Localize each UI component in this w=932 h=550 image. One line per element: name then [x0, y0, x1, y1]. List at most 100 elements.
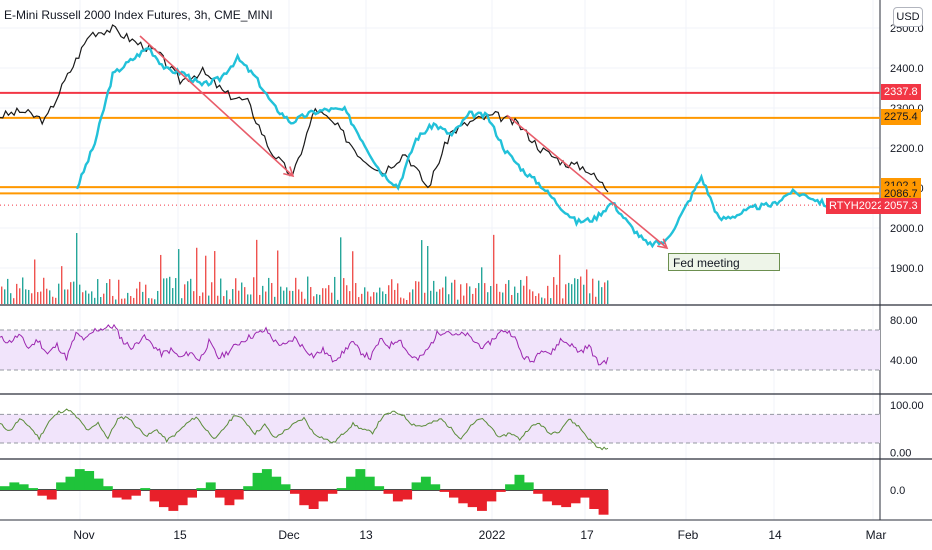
volume-bar [415, 281, 417, 304]
volume-bar [133, 297, 135, 304]
volume-bar [382, 291, 384, 304]
volume-bar [34, 259, 36, 304]
volume-bar [541, 297, 543, 304]
price-axis-tick: 2000.0 [890, 223, 924, 235]
volume-bar [478, 283, 480, 304]
volume-bar [106, 283, 108, 304]
volume-bar [322, 288, 324, 304]
volume-bar [313, 296, 315, 304]
volume-bar [226, 290, 228, 304]
volume-bar [205, 255, 207, 304]
hist-bar [477, 490, 487, 511]
volume-bar [604, 282, 606, 304]
hist-bar [561, 490, 572, 508]
rsi-tick: 40.00 [890, 355, 918, 367]
volume-bar [190, 278, 192, 304]
hist-bar [383, 490, 394, 494]
hist-bar [280, 484, 291, 490]
volume-bar [124, 298, 126, 304]
volume-bar [268, 277, 270, 304]
currency-button[interactable]: USD [893, 7, 923, 27]
volume-bar [196, 247, 198, 304]
volume-bar [520, 279, 522, 304]
hist-bar [102, 486, 113, 490]
hist-bar [37, 490, 48, 496]
hist-bar [93, 478, 104, 490]
volume-bar [565, 284, 567, 304]
volume-bar [121, 298, 123, 304]
volume-bar [463, 295, 465, 304]
volume-bar [502, 292, 504, 304]
volume-bar [301, 291, 303, 304]
volume-bar [31, 293, 33, 304]
hist-bar [9, 482, 20, 490]
hist-bar [542, 490, 553, 502]
hist-bar [112, 490, 123, 498]
hist-bar [318, 490, 328, 502]
hist-bar [243, 486, 254, 490]
volume-bar [574, 278, 576, 304]
time-axis-tick: 2022 [479, 528, 506, 542]
volume-bar [175, 278, 177, 304]
volume-bar [4, 289, 6, 304]
volume-bar [253, 277, 255, 304]
volume-bar [532, 291, 534, 304]
volume-bar [130, 296, 132, 304]
symbol-label: RTYH2022 [826, 198, 887, 214]
volume-bar [211, 282, 213, 304]
volume-bar [217, 295, 219, 304]
trend-arrow-1 [139, 35, 294, 177]
volume-bar [397, 283, 399, 304]
volume-bar [160, 254, 162, 304]
price-label-orange-level-1: 2275.4 [881, 109, 921, 125]
volume-bar [67, 289, 69, 304]
volume-bar [352, 251, 354, 304]
volume-bar [595, 296, 597, 304]
hist-bar [187, 490, 197, 498]
volume-bar [343, 278, 345, 304]
time-axis-tick: 15 [173, 528, 187, 542]
volume-bar [355, 283, 357, 304]
volume-bar [241, 282, 243, 304]
hist-bar [589, 490, 600, 509]
volume-bar [88, 293, 90, 304]
volume-bar [10, 293, 12, 304]
volume-bar [529, 289, 531, 304]
volume-bar [295, 277, 297, 304]
volume-bar [25, 289, 27, 304]
volume-bar [376, 292, 378, 304]
volume-bar [265, 291, 267, 304]
volume-bar [100, 296, 102, 304]
volume-bar [379, 287, 381, 304]
hist-bar [598, 490, 609, 515]
stoch-line [0, 408, 609, 451]
hist-tick: 0.0 [890, 485, 905, 497]
hist-bar [430, 484, 441, 490]
rsi-band [0, 330, 880, 370]
volume-bar [445, 276, 447, 304]
volume-bar [448, 294, 450, 304]
price-series-cyan [75, 47, 863, 249]
volume-bar [316, 294, 318, 304]
hist-bar [514, 474, 525, 490]
hist-bar [149, 490, 160, 502]
fed-meeting-note[interactable]: Fed meeting [668, 253, 780, 271]
volume-bar [103, 293, 105, 304]
trend-arrow-2-head [657, 238, 669, 250]
volume-bar [451, 282, 453, 304]
hist-bar [290, 490, 300, 494]
hist-bar [252, 472, 263, 490]
volume-bar [262, 285, 264, 304]
trend-arrow-2 [506, 114, 668, 249]
volume-bar [454, 279, 456, 304]
volume-bar [112, 295, 114, 304]
volume-bar [319, 294, 321, 304]
volume-bar [223, 296, 225, 304]
volume-bar [52, 296, 54, 304]
time-axis-tick: Feb [678, 528, 699, 542]
volume-bar [436, 291, 438, 304]
volume-bar [388, 285, 390, 304]
hist-bar [261, 469, 272, 490]
